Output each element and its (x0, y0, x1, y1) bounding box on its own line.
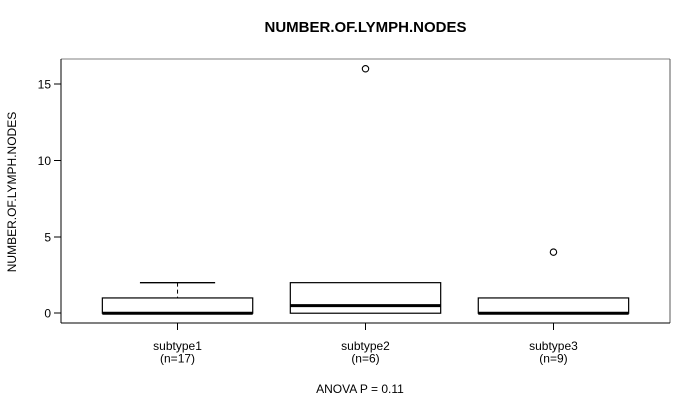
x-count-label: (n=9) (539, 352, 567, 366)
x-count-label: (n=17) (160, 352, 195, 366)
outlier-point (361, 65, 370, 73)
y-tick-label: 0 (44, 307, 51, 321)
x-category-label: subtype3 (529, 339, 578, 353)
anova-annotation: ANOVA P = 0.11 (316, 382, 404, 396)
iqr-box (101, 297, 254, 314)
iqr-box (289, 282, 442, 314)
y-tick-label: 5 (44, 230, 51, 244)
chart-title: NUMBER.OF.LYMPH.NODES (264, 19, 467, 36)
y-tick-label: 15 (38, 78, 52, 92)
iqr-box (477, 297, 630, 314)
outlier-point (549, 248, 558, 256)
x-category-label: subtype1 (153, 339, 202, 353)
x-count-label: (n=6) (351, 352, 379, 366)
x-category-label: subtype2 (341, 339, 390, 353)
y-tick-label: 10 (38, 154, 52, 168)
